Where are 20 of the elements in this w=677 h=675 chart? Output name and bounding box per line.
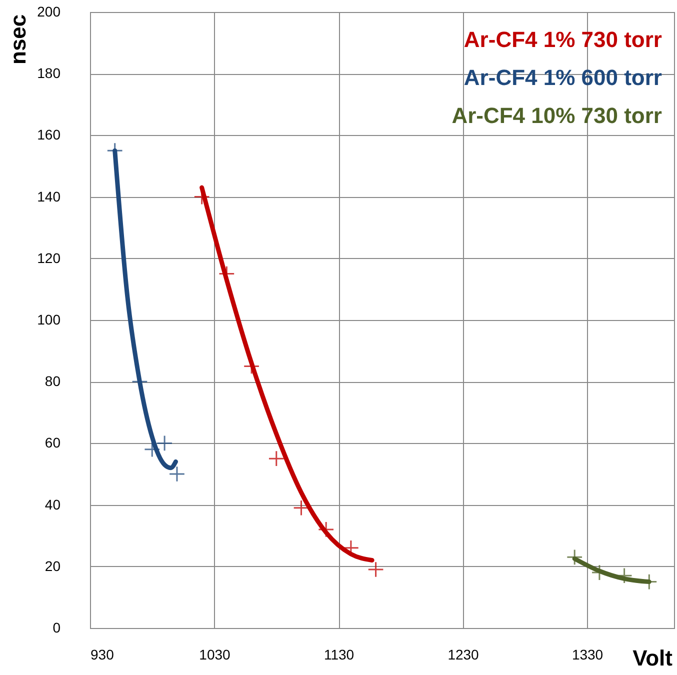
- y-tick-label: 0: [52, 620, 61, 636]
- y-tick-label: 20: [44, 558, 61, 574]
- x-axis-title: Volt: [632, 646, 674, 670]
- x-tick-label: 1330: [572, 646, 604, 662]
- y-tick-label: 60: [44, 434, 61, 451]
- x-tick-label: 1030: [199, 646, 231, 662]
- x-tick-label: 1230: [448, 646, 480, 662]
- y-tick-label: 140: [37, 188, 61, 204]
- y-tick-label: 160: [37, 126, 61, 143]
- y-tick-label: 200: [37, 4, 61, 20]
- x-tick-label: 1130: [324, 646, 354, 662]
- y-axis-title: nsec: [6, 14, 30, 64]
- y-tick-label: 180: [37, 65, 61, 82]
- x-tick-label: 930: [90, 646, 114, 662]
- y-tick-label: 120: [37, 250, 61, 266]
- text: Ar-CF4 1% 730 torr: [464, 27, 662, 52]
- y-tick-label: 80: [44, 373, 61, 390]
- y-tick-label: 40: [44, 496, 61, 512]
- text: Ar-CF4 1% 600 torr: [464, 65, 662, 90]
- y-tick-label: 100: [37, 312, 61, 328]
